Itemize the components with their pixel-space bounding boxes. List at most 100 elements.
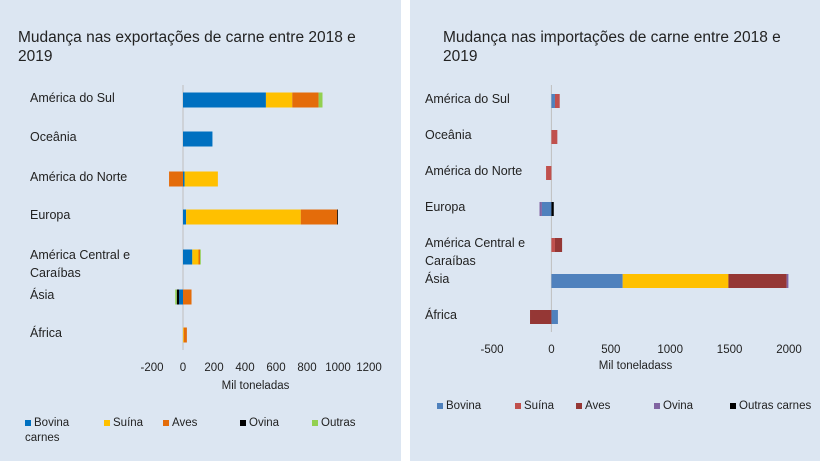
- legend-swatch: [240, 419, 246, 426]
- legend-label: Suína: [524, 400, 555, 412]
- legend-swatch: [654, 402, 660, 409]
- category-label: Europa: [425, 200, 466, 214]
- bar-segment: [184, 171, 218, 187]
- legend-swatch: [163, 419, 169, 426]
- bar-segment: [551, 238, 555, 252]
- x-tick-label: 800: [297, 362, 316, 374]
- bar-segment: [300, 209, 338, 225]
- x-tick-label: 400: [235, 362, 254, 374]
- legend-swatch: [437, 402, 443, 409]
- legend-label: Outras carnes: [739, 400, 812, 412]
- chart-title: Mudança nas importações de carne entre 2…: [443, 29, 781, 65]
- legend-swatch: [730, 402, 736, 409]
- category-label: Europa: [30, 208, 71, 222]
- x-tick-label: 0: [548, 344, 554, 356]
- bar-segment: [198, 249, 201, 265]
- bar-segment: [183, 92, 266, 108]
- x-tick-label: 1200: [356, 362, 382, 374]
- legend-item: Outras carnes: [730, 399, 820, 414]
- category-label: América do Sul: [425, 92, 510, 106]
- category-label: América do Norte: [425, 164, 523, 178]
- bar-segment: [530, 310, 552, 324]
- bar-segment: [551, 274, 623, 288]
- x-tick-label: 0: [180, 362, 186, 374]
- bar-segment: [169, 171, 183, 187]
- x-tick-label: -500: [480, 344, 503, 356]
- legend-item: Ovina: [654, 399, 724, 414]
- panel: [410, 0, 820, 461]
- x-tick-label: -200: [140, 362, 163, 374]
- x-axis-title: Mil toneladas: [222, 380, 290, 392]
- legend-label: Suína: [113, 417, 144, 429]
- bar-segment: [183, 289, 192, 305]
- x-tick-label: 500: [601, 344, 620, 356]
- bar-segment: [622, 274, 729, 288]
- x-tick-label: 200: [204, 362, 223, 374]
- category-label: América Central e Caraíbas: [30, 248, 131, 280]
- category-label: América do Norte: [30, 170, 128, 184]
- legend-label: Bovina: [446, 400, 482, 412]
- category-label: Ásia: [425, 272, 450, 286]
- bar-segment: [551, 310, 558, 324]
- legend-item: Ovina: [240, 416, 300, 431]
- legend-item: Aves: [163, 416, 223, 431]
- bar-segment: [183, 327, 184, 343]
- bar-segment: [292, 92, 319, 108]
- bar-segment: [265, 92, 293, 108]
- bar-segment: [554, 94, 560, 108]
- legend-label: Aves: [172, 417, 198, 429]
- bar-segment: [554, 238, 563, 252]
- legend-item: Aves: [576, 399, 651, 414]
- x-axis-title: Mil toneladass: [599, 360, 673, 372]
- category-label: América Central e Caraíbas: [425, 236, 526, 268]
- category-label: África: [425, 308, 457, 322]
- bar-segment: [539, 202, 542, 216]
- bar-segment: [546, 166, 552, 180]
- legend-item: Bovina carnes: [25, 416, 85, 446]
- bar-segment: [192, 249, 199, 265]
- bar-segment: [186, 209, 301, 225]
- legend-label: Bovina carnes: [25, 417, 70, 444]
- bar-segment: [318, 92, 323, 108]
- panel: [0, 0, 401, 461]
- bar-segment: [183, 131, 213, 147]
- bar-segment: [183, 171, 185, 187]
- bar-segment: [337, 209, 338, 225]
- x-tick-label: 2000: [776, 344, 802, 356]
- bar-segment: [175, 289, 177, 305]
- chart-title: Mudança nas exportações de carne entre 2…: [18, 29, 356, 65]
- bar-segment: [786, 274, 789, 288]
- legend-label: Ovina: [663, 400, 694, 412]
- legend-swatch: [25, 419, 31, 426]
- bar-segment: [176, 289, 180, 305]
- bar-segment: [728, 274, 787, 288]
- x-tick-label: 1000: [657, 344, 683, 356]
- bar-segment: [183, 327, 187, 343]
- legend-label: Aves: [585, 400, 611, 412]
- category-label: Oceânia: [30, 130, 77, 144]
- category-label: Oceânia: [425, 128, 472, 142]
- bar-segment: [551, 130, 558, 144]
- bar-segment: [541, 202, 552, 216]
- legend-swatch: [576, 402, 582, 409]
- bar-segment: [551, 94, 555, 108]
- legend-item: Bovina: [437, 399, 512, 414]
- legend-swatch: [312, 419, 318, 426]
- bar-segment: [183, 209, 187, 225]
- x-tick-label: 600: [266, 362, 285, 374]
- category-label: África: [30, 326, 62, 340]
- legend-swatch: [515, 402, 521, 409]
- legend-swatch: [104, 419, 110, 426]
- bar-segment: [551, 202, 554, 216]
- legend-item: Outras: [312, 416, 372, 431]
- category-label: Ásia: [30, 288, 55, 302]
- x-tick-label: 1000: [325, 362, 351, 374]
- bar-segment: [200, 249, 201, 265]
- legend-item: Suína: [104, 416, 164, 431]
- legend-label: Ovina: [249, 417, 280, 429]
- bar-segment: [179, 289, 183, 305]
- legend-item: Suína: [515, 399, 575, 414]
- category-label: América do Sul: [30, 91, 115, 105]
